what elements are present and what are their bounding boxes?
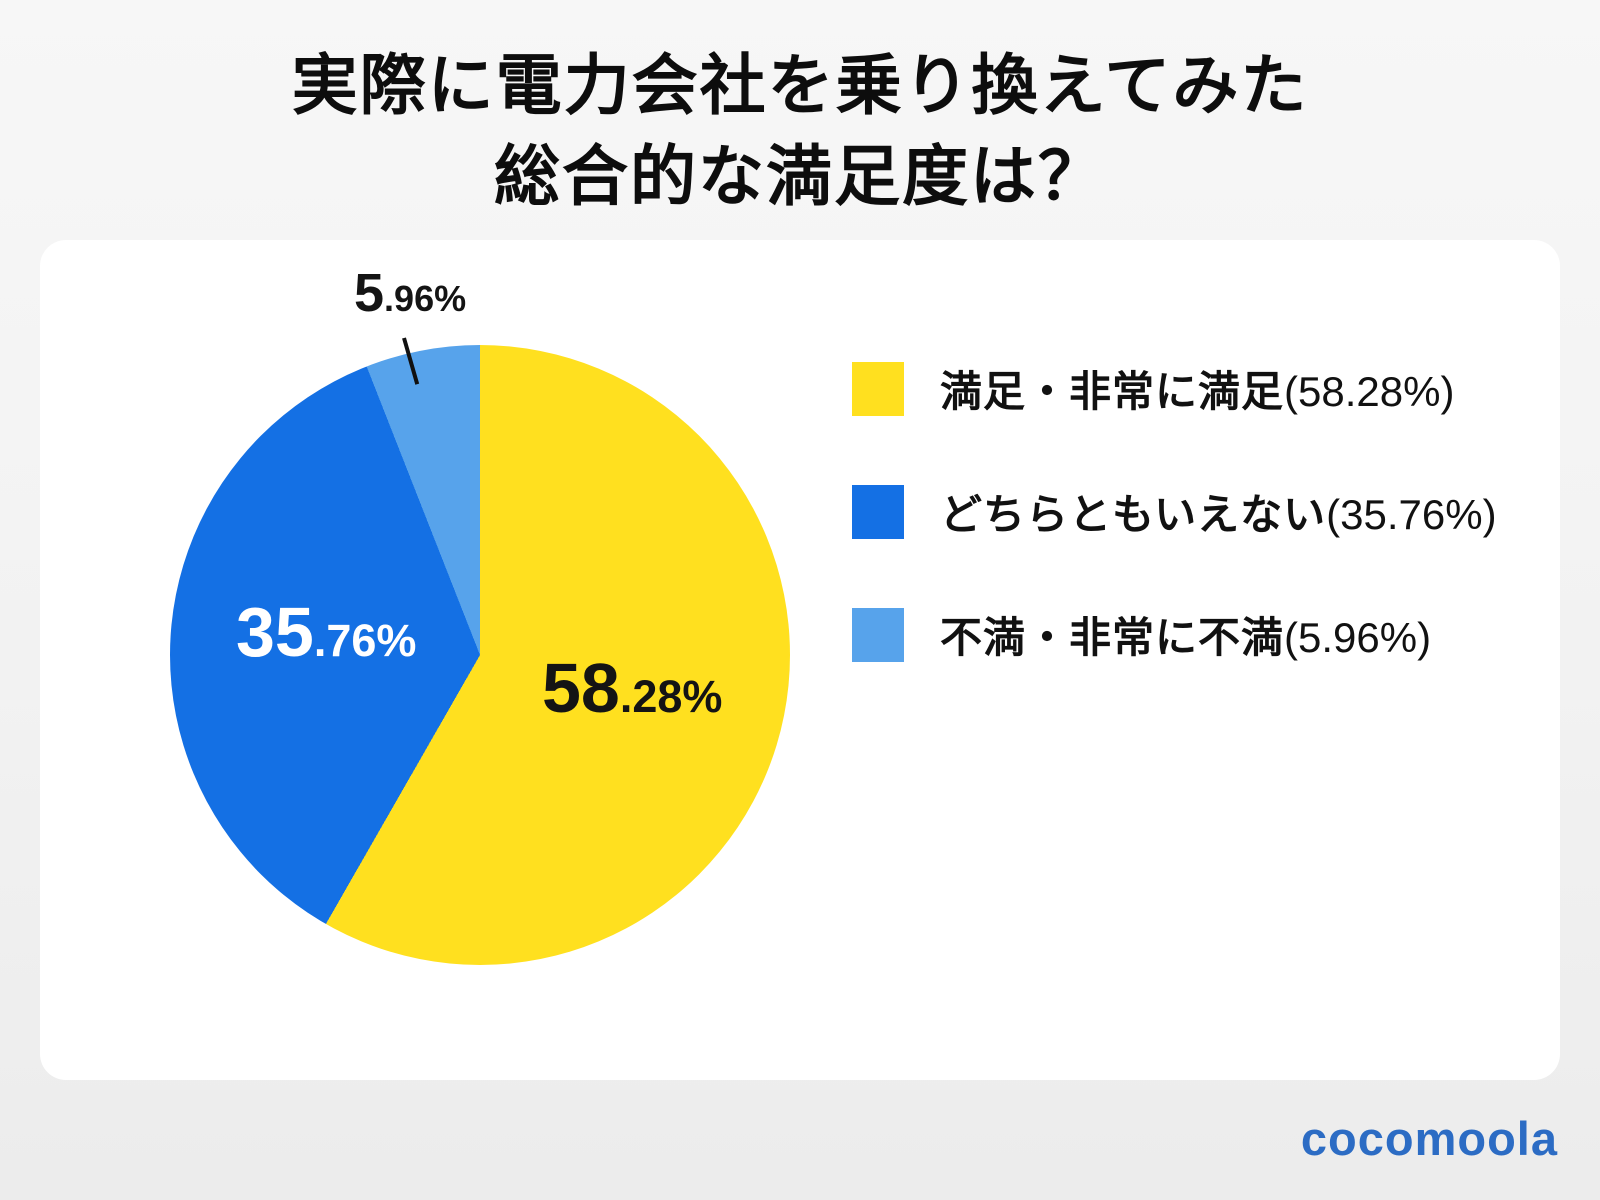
pie-chart — [170, 345, 790, 965]
pie-value-satisfied-frac: .28% — [619, 671, 723, 722]
page-title-line1: 実際に電力会社を乗り換えてみた — [291, 48, 1309, 122]
legend-label-satisfied: 満足・非常に満足(58.28%) — [940, 368, 1455, 415]
legend-item-dissatisfied: 不満・非常に不満(5.96%) — [852, 604, 1497, 665]
legend-item-neutral: どちらともいえない(35.76%) — [852, 481, 1497, 542]
pie-value-dissatisfied-frac: .96% — [384, 278, 467, 319]
legend-item-satisfied: 満足・非常に満足(58.28%) — [852, 358, 1497, 419]
pie-value-neutral-frac: .76% — [313, 615, 417, 666]
pie-value-neutral: 35.76% — [236, 592, 416, 672]
legend-swatch-yellow — [852, 361, 904, 416]
pie-value-satisfied: 58.28% — [542, 648, 722, 728]
page-title: 実際に電力会社を乗り換えてみた 総合的な満足度は？ — [0, 40, 1600, 222]
pie-value-satisfied-int: 58 — [542, 649, 620, 727]
chart-card: 58.28% 35.76% 5.96% 満足・非常に満足(58.28%) どちら… — [40, 240, 1560, 1080]
pie-value-neutral-int: 35 — [236, 593, 314, 671]
legend-swatch-lightblue — [852, 607, 904, 662]
pie-value-dissatisfied: 5.96% — [354, 262, 466, 324]
legend-swatch-blue — [852, 484, 904, 539]
legend: 満足・非常に満足(58.28%) どちらともいえない(35.76%) 不満・非常… — [852, 358, 1497, 665]
legend-label-neutral: どちらともいえない(35.76%) — [940, 491, 1497, 538]
page-title-line2: 総合的な満足度は？ — [494, 139, 1106, 214]
legend-label-dissatisfied: 不満・非常に不満(5.96%) — [940, 614, 1432, 661]
cocomoola-logo: cocomoola — [1300, 1112, 1558, 1165]
pie-value-dissatisfied-int: 5 — [354, 263, 385, 323]
